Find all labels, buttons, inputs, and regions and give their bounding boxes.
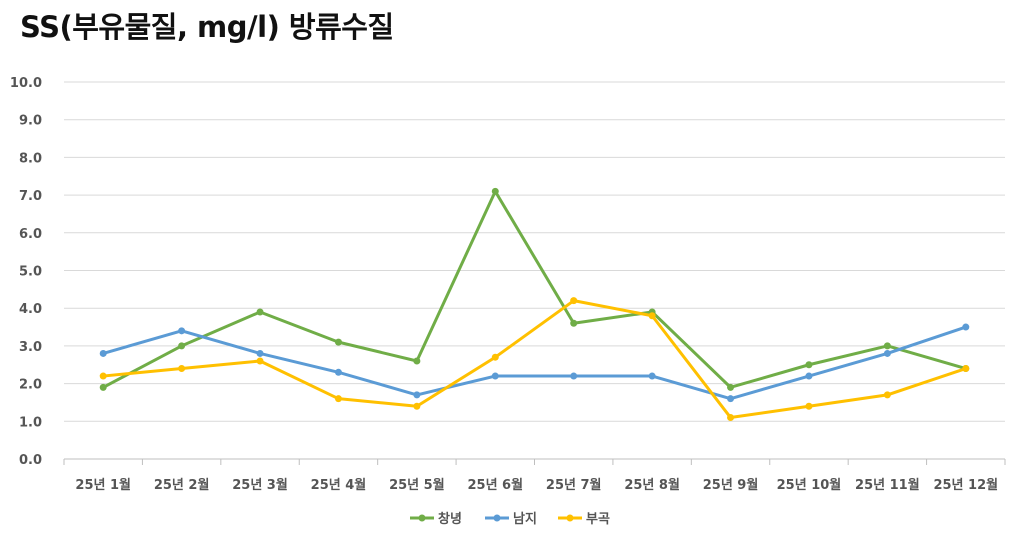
data-point bbox=[256, 357, 264, 365]
x-tick-label: 25년 4월 bbox=[311, 477, 367, 493]
data-point bbox=[883, 342, 891, 350]
x-tick-label: 25년 11월 bbox=[855, 477, 920, 493]
x-tick-label: 25년 12월 bbox=[933, 477, 998, 493]
data-point bbox=[962, 323, 970, 331]
data-point bbox=[99, 372, 107, 380]
y-tick-label: 0.0 bbox=[19, 453, 42, 468]
data-point bbox=[178, 327, 186, 335]
y-tick-label: 3.0 bbox=[19, 340, 42, 355]
data-point bbox=[805, 361, 813, 369]
data-point bbox=[648, 372, 656, 380]
data-point bbox=[413, 391, 421, 399]
x-tick-label: 25년 6월 bbox=[467, 477, 523, 493]
data-point bbox=[570, 297, 578, 305]
x-tick-label: 25년 3월 bbox=[232, 477, 288, 493]
x-tick-label: 25년 10월 bbox=[777, 477, 842, 493]
data-point bbox=[99, 349, 107, 357]
data-point bbox=[570, 319, 578, 327]
legend-marker bbox=[566, 514, 574, 522]
x-tick-label: 25년 7월 bbox=[546, 477, 602, 493]
data-point bbox=[413, 402, 421, 410]
legend-marker bbox=[493, 514, 501, 522]
data-point bbox=[727, 414, 735, 422]
data-point bbox=[491, 372, 499, 380]
y-tick-label: 1.0 bbox=[19, 415, 42, 430]
y-tick-label: 5.0 bbox=[19, 265, 42, 280]
data-point bbox=[805, 402, 813, 410]
chart-title: SS(부유물질, mg/l) 방류수질 bbox=[20, 10, 394, 44]
data-point bbox=[334, 395, 342, 403]
y-tick-label: 4.0 bbox=[19, 302, 42, 317]
legend-label: 남지 bbox=[513, 511, 537, 527]
data-point bbox=[413, 357, 421, 365]
y-tick-label: 2.0 bbox=[19, 378, 42, 393]
y-tick-label: 10.0 bbox=[10, 76, 42, 91]
data-point bbox=[178, 342, 186, 350]
series-line-창녕 bbox=[102, 189, 967, 389]
series-line-남지 bbox=[102, 325, 967, 401]
x-tick-label: 25년 9월 bbox=[703, 477, 759, 493]
data-point bbox=[334, 338, 342, 346]
legend-marker bbox=[418, 514, 426, 522]
data-point bbox=[491, 187, 499, 195]
data-point bbox=[99, 383, 107, 391]
x-tick-label: 25년 8월 bbox=[624, 477, 680, 493]
series-line-부곡 bbox=[103, 299, 967, 420]
data-point bbox=[178, 365, 186, 373]
x-tick-label: 25년 5월 bbox=[389, 477, 445, 493]
data-point bbox=[256, 349, 264, 357]
legend-label: 부곡 bbox=[586, 512, 610, 527]
x-tick-label: 25년 2월 bbox=[154, 477, 210, 493]
data-point bbox=[727, 395, 735, 403]
legend-label: 창녕 bbox=[438, 511, 462, 527]
data-point bbox=[256, 308, 264, 316]
data-point bbox=[570, 372, 578, 380]
data-point bbox=[334, 368, 342, 376]
y-tick-label: 6.0 bbox=[19, 227, 42, 242]
x-tick-label: 25년 1월 bbox=[75, 477, 131, 493]
y-tick-label: 9.0 bbox=[19, 114, 42, 129]
y-tick-label: 7.0 bbox=[19, 189, 42, 204]
data-point bbox=[883, 349, 891, 357]
data-point bbox=[805, 372, 813, 380]
data-point bbox=[962, 365, 970, 373]
data-point bbox=[491, 353, 499, 361]
data-point bbox=[727, 383, 735, 391]
data-point bbox=[883, 391, 891, 399]
data-point bbox=[648, 312, 656, 320]
y-tick-label: 8.0 bbox=[19, 151, 42, 166]
